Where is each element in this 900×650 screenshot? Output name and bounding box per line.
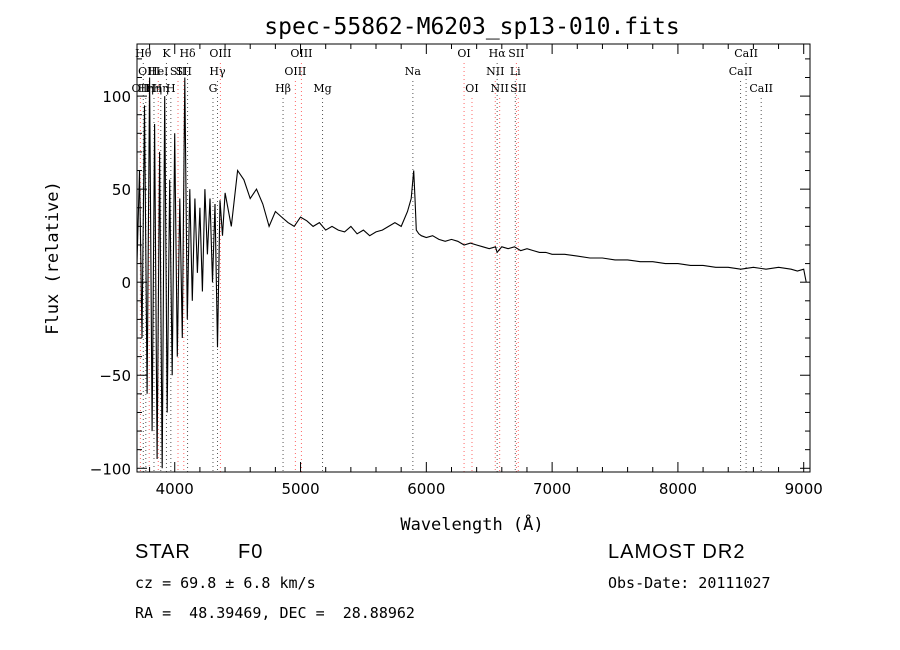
line-marker-label-29: CaII xyxy=(734,47,758,60)
line-marker-label-9: SII xyxy=(170,65,186,78)
line-marker-label-7: K xyxy=(162,47,171,60)
line-marker-label-6: Hη xyxy=(153,82,169,95)
y-tick-label-2: 0 xyxy=(121,274,131,292)
line-marker-label-21: OI xyxy=(465,82,478,95)
y-tick-label-4: 100 xyxy=(102,88,131,106)
line-marker-label-22: NII xyxy=(486,65,504,78)
x-axis-label: Wavelength (Å) xyxy=(400,513,543,535)
line-marker-label-12: G xyxy=(209,82,218,95)
line-marker-label-18: Mg xyxy=(313,82,331,95)
line-marker-label-20: OI xyxy=(457,47,470,60)
redshift-text: cz = 69.8 ± 6.8 km/s xyxy=(135,574,316,592)
line-marker-label-15: Hβ xyxy=(275,82,291,95)
line-marker-label-10: SII xyxy=(176,65,192,78)
plot-area: OIIHθHηOIIIHηHeIHηKHSIISIIHδGHγOIIIHβOII… xyxy=(90,43,823,498)
line-marker-label-27: SII xyxy=(510,82,526,95)
line-marker-label-1: Hθ xyxy=(135,47,152,60)
x-tick-label-2: 6000 xyxy=(407,480,445,498)
object-class: STAR xyxy=(135,541,191,563)
x-tick-label-3: 7000 xyxy=(533,480,571,498)
x-tick-label-4: 8000 xyxy=(659,480,697,498)
observation-date: Obs-Date: 20111027 xyxy=(608,574,771,592)
line-marker-label-23: Hα xyxy=(489,47,507,60)
survey-name: LAMOST DR2 xyxy=(608,541,746,563)
x-tick-label-5: 9000 xyxy=(785,480,823,498)
line-marker-label-14: OIII xyxy=(209,47,231,60)
line-marker-label-17: OIII xyxy=(290,47,312,60)
line-marker-label-11: Hδ xyxy=(179,47,196,60)
y-tick-label-3: 50 xyxy=(112,181,131,199)
line-marker-label-26: SII xyxy=(508,47,524,60)
line-marker-label-28: CaII xyxy=(729,65,753,78)
line-marker-label-8: H xyxy=(166,82,176,95)
line-marker-label-24: NII xyxy=(491,82,509,95)
chart-title: spec-55862-M6203_sp13-010.fits xyxy=(264,14,679,40)
line-marker-label-19: Na xyxy=(405,65,422,78)
line-marker-label-16: OIII xyxy=(284,65,306,78)
line-marker-label-3: OIII xyxy=(138,65,160,78)
object-subclass: F0 xyxy=(238,541,264,563)
line-marker-label-13: Hγ xyxy=(209,65,226,78)
y-tick-label-0: −100 xyxy=(90,460,131,478)
line-marker-label-5: HeI xyxy=(148,65,168,78)
line-marker-label-0: OII xyxy=(132,82,150,95)
x-tick-label-0: 4000 xyxy=(156,480,194,498)
line-marker-label-25: Li xyxy=(510,65,521,78)
y-axis-label: Flux (relative) xyxy=(43,181,63,335)
spectrum-line xyxy=(136,77,807,469)
x-tick-label-1: 5000 xyxy=(281,480,319,498)
plot-frame xyxy=(136,43,811,473)
line-marker-label-30: CaII xyxy=(749,82,773,95)
y-tick-label-1: −50 xyxy=(99,367,131,385)
coordinates-text: RA = 48.39469, DEC = 28.88962 xyxy=(135,604,415,622)
